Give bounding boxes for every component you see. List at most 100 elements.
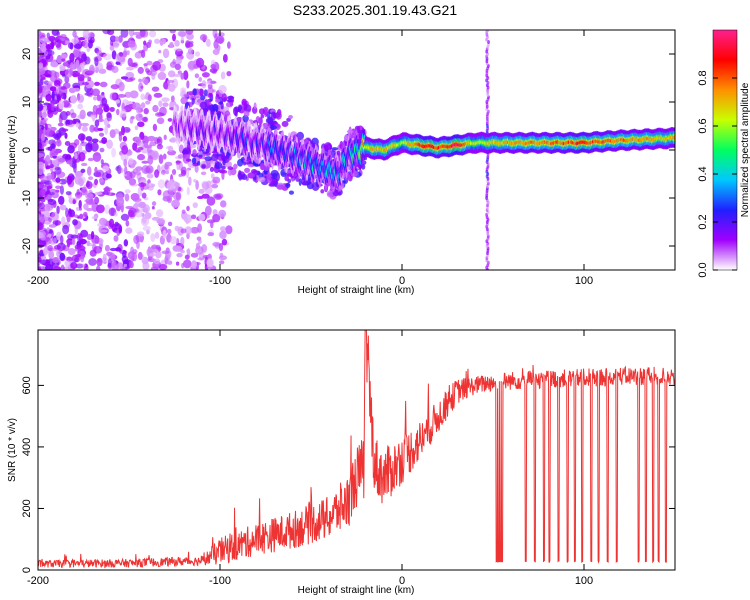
spectrogram-noise-cell (51, 90, 55, 101)
spectrogram-noise-cell (134, 125, 139, 131)
snr-series-line (38, 330, 675, 569)
spectrogram-noise-cell (153, 258, 161, 265)
spectrogram-noise-cell (57, 122, 64, 127)
spectrogram-noise-cell (38, 162, 43, 166)
spectrogram-scatter-cell (202, 148, 210, 154)
spectrogram-noise-cell (164, 164, 169, 170)
spectrogram-scatter-cell (276, 184, 285, 190)
spectrogram-noise-cell (214, 33, 218, 42)
snr-frame (37, 329, 676, 571)
spectrogram-noise-cell (128, 30, 135, 37)
spectrogram-noise-cell (146, 60, 153, 66)
spectrogram-scatter-cell (268, 183, 275, 187)
spectrogram-scatter-cell (226, 99, 234, 103)
spectrogram-noise-cell (70, 94, 77, 104)
spectrogram-noise-cell (47, 80, 54, 85)
spectrogram-noise-cell (155, 251, 162, 259)
spectrogram-scatter-cell (243, 110, 250, 117)
spectrogram-noise-cell (52, 133, 59, 139)
spectrogram-noise-cell (147, 155, 154, 165)
spectrogram-noise-cell (102, 253, 107, 262)
spectrogram-noise-cell (61, 216, 66, 226)
spectrogram-scatter-cell (212, 103, 219, 113)
spectrogram-noise-cell (190, 214, 197, 220)
spectrogram-noise-cell (72, 199, 76, 205)
spectrogram-noise-cell (118, 35, 123, 43)
spectrogram-noise-cell (84, 92, 93, 96)
spectrogram-noise-cell (177, 70, 182, 75)
spectrogram-noise-cell (91, 88, 101, 97)
spectrogram-noise-cell (100, 159, 104, 165)
spectrogram-scatter-cell (270, 111, 277, 121)
spectrogram-noise-cell (114, 212, 118, 217)
spectrogram-noise-cell (122, 260, 130, 264)
spectrogram-noise-cell (146, 173, 154, 179)
spectrogram-noise-cell (180, 36, 185, 44)
spectrogram-noise-cell (171, 168, 177, 175)
spectrogram-scatter-cell (203, 89, 208, 97)
spectrogram-noise-cell (75, 122, 80, 128)
spectrogram-noise-cell (175, 191, 182, 202)
spectrogram-noise-cell (168, 145, 174, 153)
y-tick-label: 20 (21, 48, 33, 60)
spectrogram-scatter-cell (191, 157, 197, 165)
spectrogram-noise-cell (180, 249, 185, 254)
spectrogram-noise-cell (50, 61, 59, 68)
spectrogram-noise-cell (42, 111, 47, 118)
spectrogram-noise-cell (70, 234, 79, 239)
spectrogram-noise-cell (205, 38, 211, 47)
spectrogram-noise-cell (48, 250, 55, 260)
spectrogram-noise-cell (78, 151, 86, 162)
spectrogram-noise-cell (156, 138, 161, 143)
x-tick-label: -200 (27, 575, 49, 587)
spectrogram-noise-cell (48, 192, 55, 196)
spectrogram-noise-cell (195, 242, 201, 250)
spectrogram-noise-cell (162, 153, 167, 160)
spectrogram-noise-cell (68, 142, 78, 149)
y-tick-label: -10 (21, 190, 33, 206)
spectrogram-noise-cell (125, 220, 130, 227)
colorbar-tick-label: 0.2 (697, 214, 709, 229)
y-tick-label: 400 (21, 438, 33, 456)
spectrogram-noise-cell (58, 99, 65, 110)
spectrogram-noise-cell (58, 157, 66, 163)
spectrogram-noise-cell (68, 42, 74, 49)
spectrogram-noise-cell (95, 169, 105, 178)
spectrogram-noise-cell (77, 133, 86, 141)
spectrogram-noise-cell (166, 180, 175, 191)
spectrogram-noise-cell (64, 68, 73, 78)
spectrogram-scatter-cell (284, 175, 290, 182)
spectrogram-noise-cell (66, 241, 71, 248)
spectrogram-noise-cell (82, 211, 88, 218)
spectrogram-noise-cell (156, 143, 163, 150)
spectrogram-noise-cell (135, 201, 140, 206)
spectrogram-noise-cell (151, 201, 157, 206)
spectrogram-noise-cell (149, 252, 156, 257)
spectrogram-noise-cell (113, 235, 119, 242)
spectrogram-noise-cell (141, 49, 146, 58)
spectrogram-scatter-cell (272, 172, 278, 180)
spectrogram-noise-cell (81, 82, 89, 86)
spectrogram-scatter-cell (298, 178, 302, 186)
spectrogram-noise-cell (135, 113, 144, 122)
spectrogram-noise-cell (177, 30, 187, 37)
spectrogram-noise-cell (129, 90, 139, 99)
spectrogram-noise-cell (74, 174, 82, 185)
spectrogram-scatter-cell (220, 102, 224, 110)
spectrogram-noise-cell (70, 112, 77, 119)
spectrogram-scatter-cell (197, 160, 201, 166)
spectrogram-noise-cell (142, 204, 151, 214)
spectrogram-noise-cell (66, 160, 73, 165)
spectrogram-noise-cell (59, 111, 68, 121)
spectrogram-scatter-cell (259, 163, 266, 171)
spectrogram-scatter-cell (191, 97, 195, 105)
spectrogram-noise-cell (155, 244, 161, 250)
spectrogram-noise-cell (54, 167, 60, 171)
spectrogram-noise-cell (45, 165, 51, 170)
spectrogram-noise-cell (118, 51, 124, 57)
spectrogram-noise-cell (111, 65, 119, 74)
spectrogram-noise-cell (165, 170, 169, 175)
spectrogram-noise-cell (173, 48, 183, 52)
spectrogram-noise-cell (51, 150, 55, 156)
spectrogram-noise-cell (46, 32, 51, 39)
